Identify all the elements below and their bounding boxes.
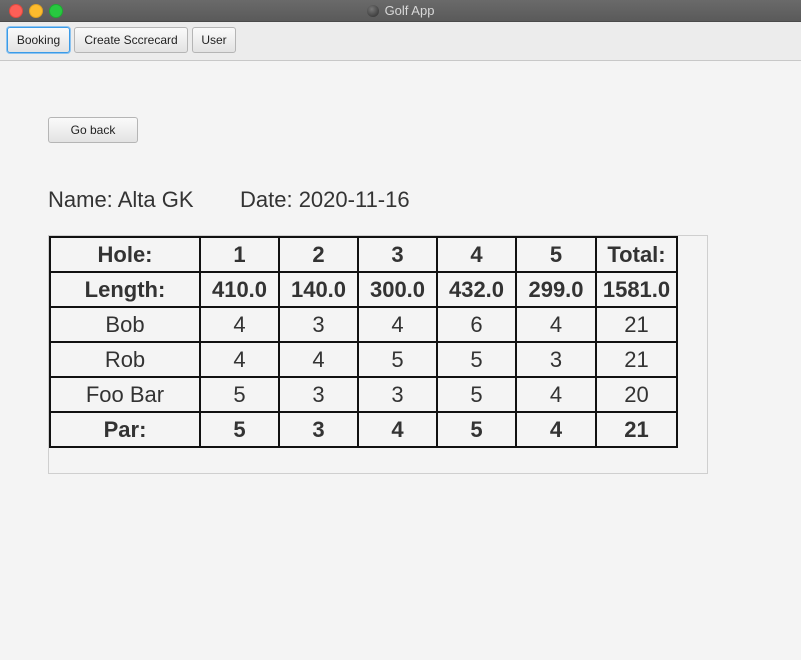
- tab-bar: Booking Create Sccrecard User: [0, 22, 801, 61]
- table-cell: 4: [436, 236, 517, 273]
- table-cell: 4: [515, 411, 597, 448]
- table-cell: 21: [595, 341, 678, 378]
- table-cell: 21: [595, 306, 678, 343]
- scorecard-container: Hole: 1 2 3 4 5 Total: Length: 410.0 140.0 300.0 43…: [48, 235, 708, 474]
- table-cell: 4: [199, 341, 280, 378]
- table-cell: 5: [199, 411, 280, 448]
- table-row: Length: 410.0 140.0 300.0 432.0 299.0 1581.0: [49, 271, 678, 308]
- row-header-cell: Rob: [49, 341, 201, 378]
- table-row: Par: 5 3 4 5 4 21: [49, 411, 678, 448]
- row-header-cell: Par:: [49, 411, 201, 448]
- table-cell: 2: [278, 236, 359, 273]
- table-cell: 299.0: [515, 271, 597, 308]
- table-cell: 3: [278, 376, 359, 413]
- row-header-cell: Foo Bar: [49, 376, 201, 413]
- table-cell: 410.0: [199, 271, 280, 308]
- table-cell: 4: [357, 411, 438, 448]
- tab-booking[interactable]: Booking: [7, 27, 70, 53]
- date-label: Date: 2020-11-16: [240, 187, 410, 212]
- table-row: Foo Bar 5 3 3 5 4 20: [49, 376, 678, 413]
- table-cell: 5: [436, 341, 517, 378]
- window-title: Golf App: [384, 3, 435, 18]
- table-cell: 5: [199, 376, 280, 413]
- table-cell: 1581.0: [595, 271, 678, 308]
- row-header-cell: Length:: [49, 271, 201, 308]
- table-cell: 20: [595, 376, 678, 413]
- table-cell: 3: [278, 411, 359, 448]
- table-cell: Total:: [595, 236, 678, 273]
- table-cell: 4: [357, 306, 438, 343]
- table-cell: 21: [595, 411, 678, 448]
- tab-create-scorecard[interactable]: Create Sccrecard: [74, 27, 188, 53]
- table-cell: 5: [357, 341, 438, 378]
- tab-user[interactable]: User: [192, 27, 236, 53]
- window-title-area: Golf App: [0, 0, 801, 21]
- scorecard-table: Hole: 1 2 3 4 5 Total: Length: 410.0 140.0 300.0 43…: [49, 236, 678, 448]
- go-back-button[interactable]: Go back: [48, 117, 138, 143]
- title-bar: Golf App: [0, 0, 801, 22]
- table-cell: 6: [436, 306, 517, 343]
- table-cell: 5: [515, 236, 597, 273]
- table-cell: 432.0: [436, 271, 517, 308]
- maximize-window-button[interactable]: [49, 4, 63, 18]
- table-cell: 140.0: [278, 271, 359, 308]
- close-window-button[interactable]: [9, 4, 23, 18]
- table-cell: 4: [199, 306, 280, 343]
- table-cell: 5: [436, 411, 517, 448]
- table-row: Hole: 1 2 3 4 5 Total:: [49, 236, 678, 273]
- table-cell: 4: [515, 376, 597, 413]
- table-cell: 1: [199, 236, 280, 273]
- row-header-cell: Hole:: [49, 236, 201, 273]
- app-icon: [366, 4, 379, 17]
- table-cell: 300.0: [357, 271, 438, 308]
- table-row: Bob 4 3 4 6 4 21: [49, 306, 678, 343]
- table-cell: 5: [436, 376, 517, 413]
- table-cell: 3: [278, 306, 359, 343]
- row-header-cell: Bob: [49, 306, 201, 343]
- player-name-label: Name: Alta GK: [48, 187, 194, 212]
- table-cell: 4: [278, 341, 359, 378]
- minimize-window-button[interactable]: [29, 4, 43, 18]
- table-row: Rob 4 4 5 5 3 21: [49, 341, 678, 378]
- table-cell: 3: [357, 236, 438, 273]
- table-cell: 3: [357, 376, 438, 413]
- table-cell: 4: [515, 306, 597, 343]
- table-cell: 3: [515, 341, 597, 378]
